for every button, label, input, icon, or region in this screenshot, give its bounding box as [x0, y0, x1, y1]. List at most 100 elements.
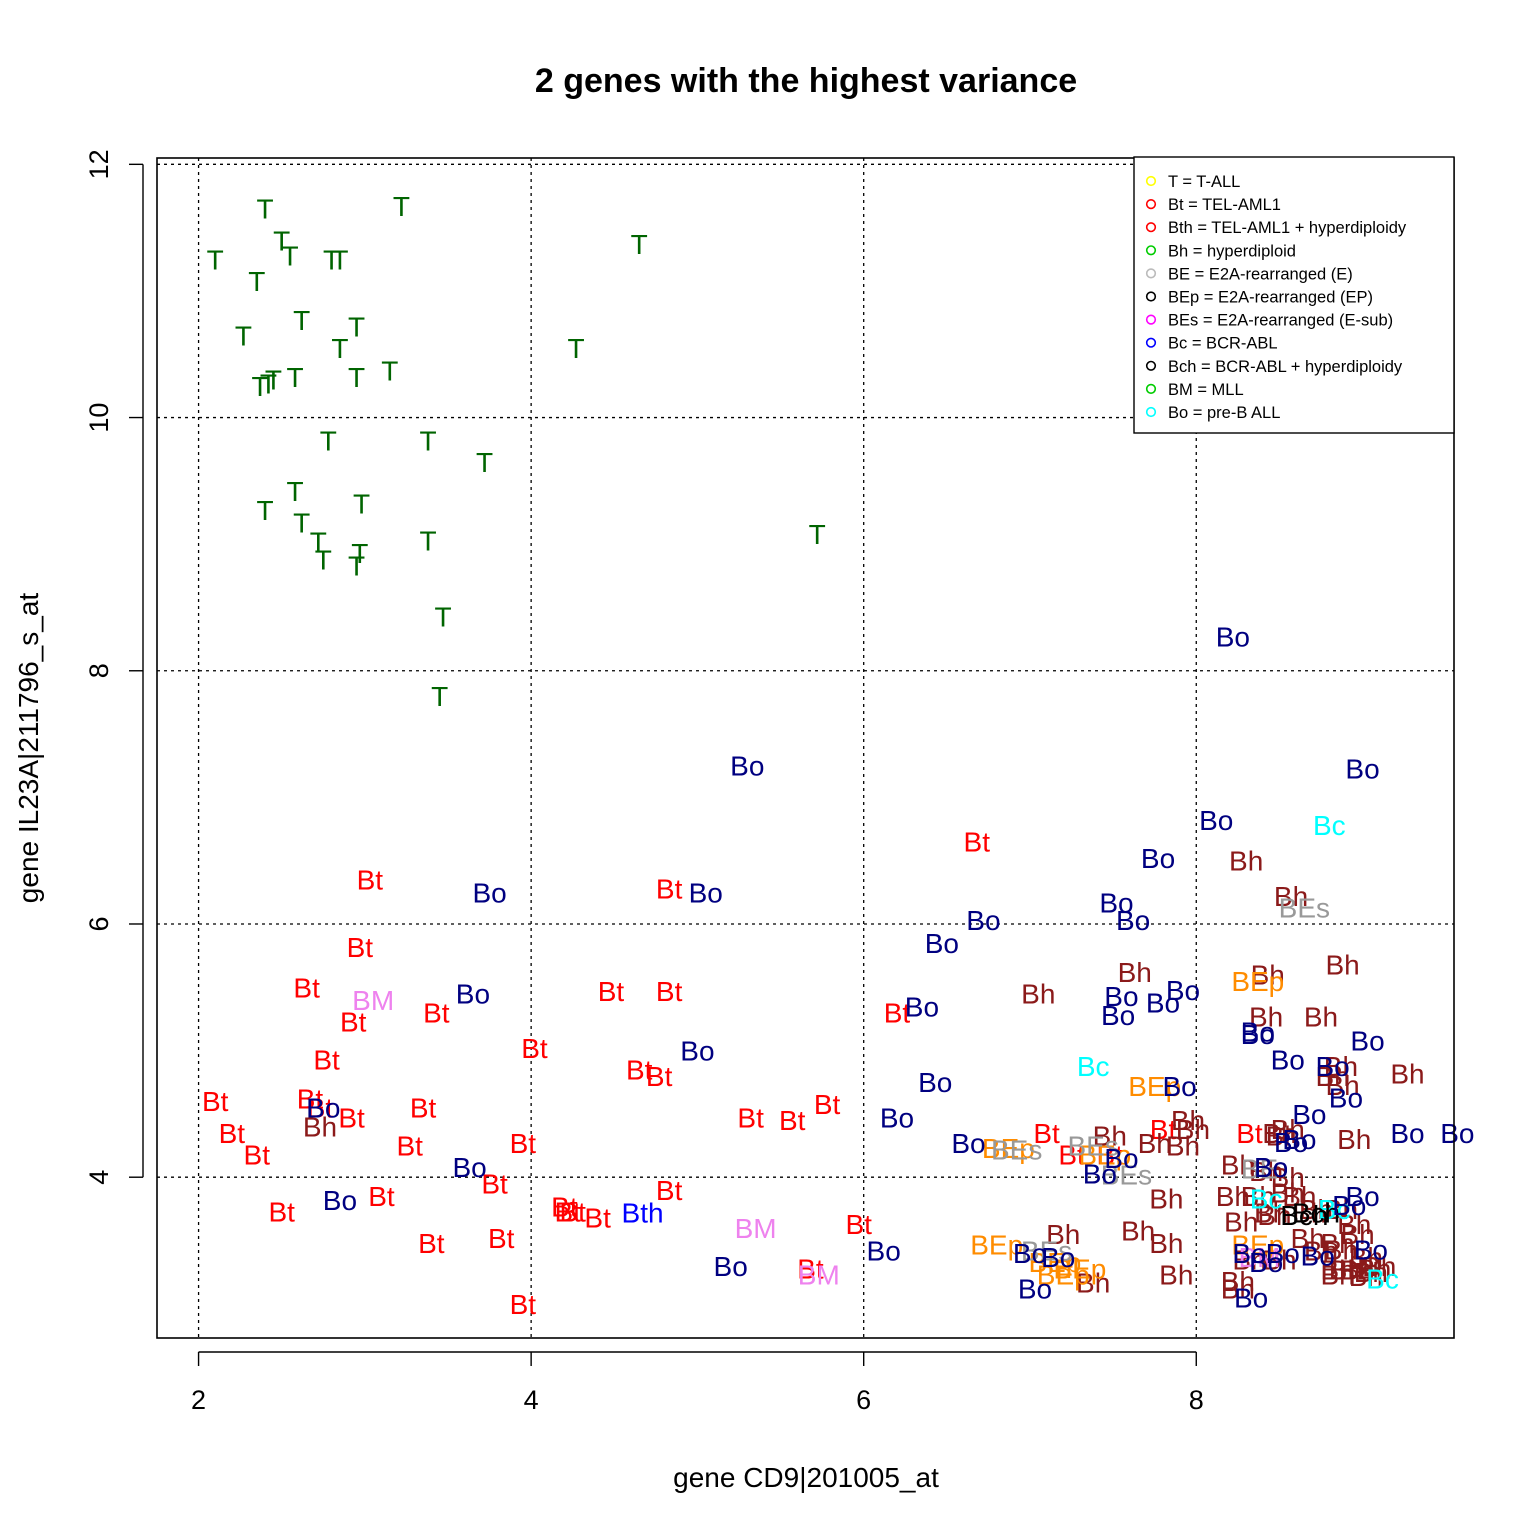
point-bes: BEs	[1067, 1131, 1118, 1162]
point-bh: Bh	[1118, 957, 1152, 988]
point-bch: Bch	[1292, 1198, 1340, 1229]
point-t: T	[260, 368, 277, 399]
point-bt: Bt	[368, 1181, 395, 1212]
point-bo: Bo	[1345, 753, 1379, 784]
point-bh: Bh	[1357, 1253, 1391, 1284]
point-bt: Bt	[779, 1105, 806, 1136]
point-t: T	[323, 244, 340, 275]
x-tick-label: 8	[1189, 1385, 1204, 1415]
y-tick-label: 8	[84, 663, 114, 678]
x-tick-label: 4	[524, 1385, 539, 1415]
point-bt: Bt	[219, 1118, 246, 1149]
point-bh: Bh	[1176, 1114, 1210, 1145]
point-t: T	[381, 356, 398, 387]
point-bh: Bh	[1337, 1124, 1371, 1155]
x-tick-label: 2	[191, 1385, 206, 1415]
point-bh: Bh	[1324, 1194, 1358, 1225]
legend-label: Bh = hyperdiploid	[1168, 242, 1296, 260]
legend-label: Bo = pre-B ALL	[1168, 404, 1280, 422]
point-bt: Bt	[410, 1093, 437, 1124]
legend-marker	[1145, 175, 1157, 187]
point-bh: Bh	[1329, 1255, 1363, 1286]
point-bh: Bh	[1171, 1105, 1205, 1136]
point-t: T	[348, 551, 365, 582]
point-bh: Bh	[1304, 1236, 1338, 1267]
legend-label: Bth = TEL-AML1 + hyperdiploidy	[1168, 219, 1407, 237]
point-t: T	[476, 447, 493, 478]
point-bo: Bo	[1249, 1247, 1283, 1278]
point-bm: BM	[1238, 1242, 1280, 1273]
point-bt: Bt	[845, 1209, 872, 1240]
point-bt: Bt	[313, 1044, 340, 1075]
point-bt: Bt	[646, 1061, 673, 1092]
point-bh: Bh	[1221, 1266, 1255, 1297]
point-bh: Bh	[1340, 1255, 1374, 1286]
legend-label: BE = E2A-rearranged (E)	[1168, 265, 1353, 283]
point-bo: Bo	[1018, 1274, 1052, 1305]
plot-frame	[156, 157, 1455, 1339]
point-bh: Bh	[1254, 1198, 1288, 1229]
point-bh: Bh	[1349, 1261, 1383, 1292]
point-bch: Bch	[1280, 1200, 1328, 1231]
point-bh: Bh	[1229, 846, 1263, 877]
point-bt: Bt	[626, 1055, 653, 1086]
point-bh: Bh	[1299, 1194, 1333, 1225]
point-t: T	[252, 371, 269, 402]
point-t: T	[281, 240, 298, 271]
point-bh: Bh	[1324, 1234, 1358, 1265]
point-bo: Bo	[1332, 1190, 1366, 1221]
point-bo: Bo	[1116, 905, 1150, 936]
point-bh: Bh	[1390, 1058, 1424, 1089]
legend-label: BEs = E2A-rearranged (E-sub)	[1168, 312, 1393, 330]
point-bo: Bo	[1232, 1238, 1266, 1269]
axes: 2 4 6 8 4 6 8 10 12	[84, 149, 1204, 1415]
point-bo: Bo	[1282, 1124, 1316, 1155]
point-bo: Bo	[456, 979, 490, 1010]
legend-marker	[1145, 222, 1157, 233]
point-bep: BEp	[970, 1229, 1023, 1260]
point-bt: Bt	[297, 1084, 324, 1115]
point-bh: Bh	[1149, 1184, 1183, 1215]
legend-label: Bt = TEL-AML1	[1168, 196, 1281, 214]
point-bo: Bo	[1199, 805, 1233, 836]
point-bep: BEp	[1231, 966, 1284, 997]
point-t: T	[419, 525, 436, 556]
point-bo: Bo	[1146, 987, 1180, 1018]
legend-box	[1133, 156, 1455, 434]
point-t: T	[393, 191, 410, 222]
point-bo: Bo	[452, 1152, 486, 1183]
point-bt: Bt	[814, 1089, 841, 1120]
point-bo: Bo	[1274, 1127, 1308, 1158]
point-t: T	[257, 194, 274, 225]
point-bo: Bo	[1104, 981, 1138, 1012]
point-bt: Bt	[554, 1196, 581, 1227]
point-bh: Bh	[1340, 1219, 1374, 1250]
point-bc: Bc	[1077, 1051, 1110, 1082]
point-bt: Bt	[656, 976, 683, 1007]
point-t: T	[353, 489, 370, 520]
point-bep: BEp	[1053, 1253, 1106, 1284]
point-bt: Bt	[481, 1169, 508, 1200]
point-bo: Bo	[905, 991, 939, 1022]
point-t: T	[248, 266, 265, 297]
point-bh: Bh	[1121, 1215, 1155, 1246]
point-bo: Bo	[1216, 622, 1250, 653]
point-bh: Bh	[303, 1112, 337, 1143]
point-bh: Bh	[1354, 1257, 1388, 1288]
legend: T = T-ALL Bt = TEL-AML1 Bth = TEL-AML1 + h…	[1133, 156, 1455, 434]
point-t: T	[351, 538, 368, 569]
point-t: T	[431, 681, 448, 712]
point-bo: Bo	[1266, 1238, 1300, 1269]
legend-marker	[1145, 406, 1157, 418]
point-bh: Bh	[1257, 1200, 1291, 1231]
point-bo: Bo	[1350, 1025, 1384, 1056]
point-be: BE	[1241, 1153, 1278, 1184]
point-bh: Bh	[1337, 1209, 1371, 1240]
point-bt: Bt	[1033, 1118, 1060, 1149]
y-tick-label: 6	[84, 916, 114, 931]
point-bes: BEs	[1279, 893, 1330, 924]
point-t: T	[257, 495, 274, 526]
point-bh: Bh	[1216, 1181, 1250, 1212]
point-bh: Bh	[1291, 1223, 1325, 1254]
